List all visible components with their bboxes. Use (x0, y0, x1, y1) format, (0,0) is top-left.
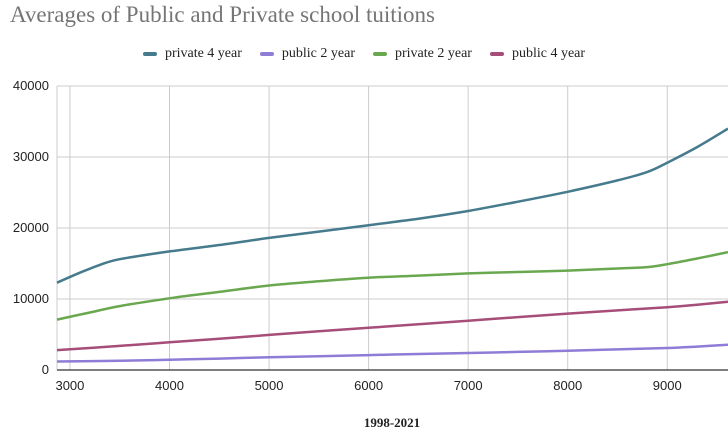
series-line-private-4-year (56, 127, 728, 284)
legend-label: private 4 year (164, 46, 242, 61)
series-lines (56, 127, 728, 363)
legend-item-private-2-year: private 2 year (373, 46, 472, 62)
grid-lines (56, 85, 728, 370)
chart-title: Averages of Public and Private school tu… (10, 2, 435, 27)
y-tick-label: 40000 (13, 78, 49, 93)
legend: private 4 year public 2 year private 2 yea… (0, 44, 728, 64)
x-tick-label: 7000 (454, 378, 483, 393)
y-tick-label: 10000 (13, 291, 49, 306)
axes: 0 10000 20000 30000 40000 3000 4000 5000 6000 700… (13, 78, 728, 393)
legend-swatch (142, 52, 157, 56)
x-tick-label: 6000 (354, 378, 383, 393)
x-tick-label: 4000 (155, 378, 184, 393)
x-tick-label: 8000 (553, 378, 582, 393)
legend-item-public-4-year: public 4 year (489, 46, 586, 62)
legend-item-private-4-year: private 4 year (142, 46, 242, 62)
y-tick-label: 20000 (13, 220, 49, 235)
x-tick-label: 9000 (653, 378, 682, 393)
series-line-public-2-year (56, 343, 728, 363)
legend-swatch (489, 52, 504, 56)
y-tick-label: 30000 (13, 149, 49, 164)
y-tick-label: 0 (42, 362, 49, 377)
legend-label: public 4 year (511, 46, 586, 61)
series-line-public-4-year (56, 300, 728, 352)
series-line-private-2-year (56, 250, 728, 321)
legend-item-public-2-year: public 2 year (259, 46, 355, 62)
legend-swatch (373, 52, 387, 56)
x-tick-label: 5000 (255, 378, 284, 393)
x-tick-label: 3000 (55, 378, 84, 393)
legend-swatch (259, 52, 274, 56)
legend-label: private 2 year (395, 46, 472, 61)
legend-label: public 2 year (281, 46, 355, 61)
x-axis-label: 1998-2021 (364, 415, 420, 430)
